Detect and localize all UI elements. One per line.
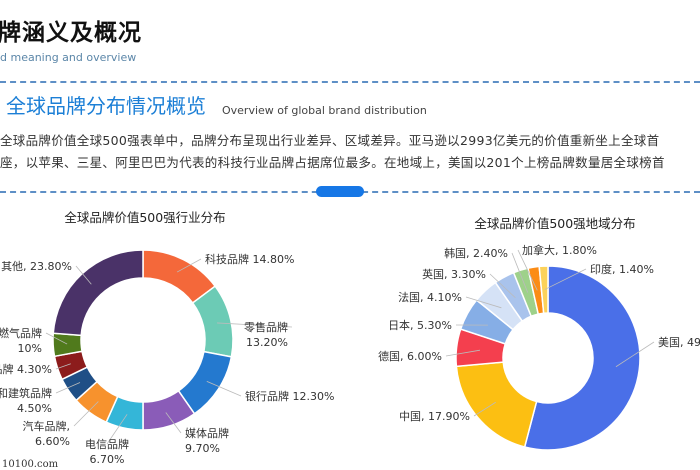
label-leader: [75, 265, 92, 285]
label-leader: [55, 382, 81, 394]
label-leader: [445, 349, 481, 357]
label-leader: [544, 268, 587, 290]
slice-label: 美国, 49.7: [658, 336, 700, 349]
slice-value: 6.70%: [90, 453, 125, 466]
slice-label: 日本, 5.30%: [388, 318, 452, 332]
label-leader: [511, 252, 529, 293]
page-title: 牌涵义及概况: [0, 20, 142, 46]
slice-label: 汽车品牌,: [23, 419, 71, 433]
pie-slice[interactable]: [52, 249, 144, 337]
slice-value: 6.60%: [35, 435, 70, 448]
slice-label: 中国, 17.90%: [399, 410, 470, 423]
label-leader: [217, 322, 293, 328]
slice-label: 品牌 4.30%: [0, 362, 52, 376]
slice-value: 13.20%: [246, 336, 288, 349]
slice-value: 9.70%: [185, 442, 220, 455]
slice-label: 其他, 23.80%: [1, 260, 72, 273]
slice-label: 电信品牌: [85, 437, 129, 451]
section-title: 全球品牌分布情况概览: [6, 94, 206, 118]
watermark: 10100.com: [2, 459, 59, 470]
chart-title: 全球品牌价值500强地域分布: [474, 216, 635, 231]
paragraph-line: 全球品牌价值全球500强表单中，品牌分布呈现出行业差异、区域差异。亚马逊以299…: [0, 133, 660, 148]
slice-label: 零售品牌: [244, 320, 288, 334]
label-leader: [45, 332, 68, 345]
pie-slice[interactable]: [538, 265, 549, 315]
label-leader: [165, 412, 182, 434]
slice-label: 燃气品牌: [0, 326, 42, 340]
label-leader: [615, 341, 655, 368]
slice-value: 4.50%: [17, 402, 52, 415]
label-leader: [465, 296, 502, 309]
paragraph-line: 座，以苹果、三星、阿里巴巴为代表的科技行业品牌占据席位最多。在地域上，美国以20…: [0, 155, 665, 170]
slice-label: 印度, 1.40%: [590, 262, 654, 276]
page-subtitle: d meaning and overview: [0, 51, 137, 64]
divider: [0, 81, 700, 83]
label-leader: [517, 249, 538, 291]
pie-slice[interactable]: [455, 361, 538, 448]
label-leader: [473, 401, 496, 417]
slice-label: 科技品牌 14.80%: [205, 252, 294, 266]
pie-slice[interactable]: [523, 265, 641, 451]
slice-label: 韩国, 2.40%: [444, 246, 508, 260]
slice-label: 德国, 6.00%: [378, 349, 442, 363]
label-leader: [106, 414, 128, 445]
slide-indicator[interactable]: [316, 186, 364, 197]
slice-label: 加拿大, 1.80%: [522, 243, 597, 257]
slice-label: 英国, 3.30%: [422, 267, 486, 281]
slice-label: 媒体品牌: [185, 426, 229, 440]
chart-title: 全球品牌价值500强行业分布: [64, 210, 225, 225]
slice-label: 和建筑品牌: [0, 386, 52, 400]
section-subtitle: Overview of global brand distribution: [222, 104, 427, 117]
label-leader: [55, 363, 71, 370]
label-leader: [489, 273, 516, 299]
slice-label: 银行品牌 12.30%: [245, 389, 334, 403]
label-leader: [73, 401, 99, 427]
label-leader: [206, 380, 242, 397]
slice-label: 法国, 4.10%: [398, 290, 462, 304]
label-leader: [176, 258, 202, 273]
slice-value: 10%: [18, 342, 42, 355]
